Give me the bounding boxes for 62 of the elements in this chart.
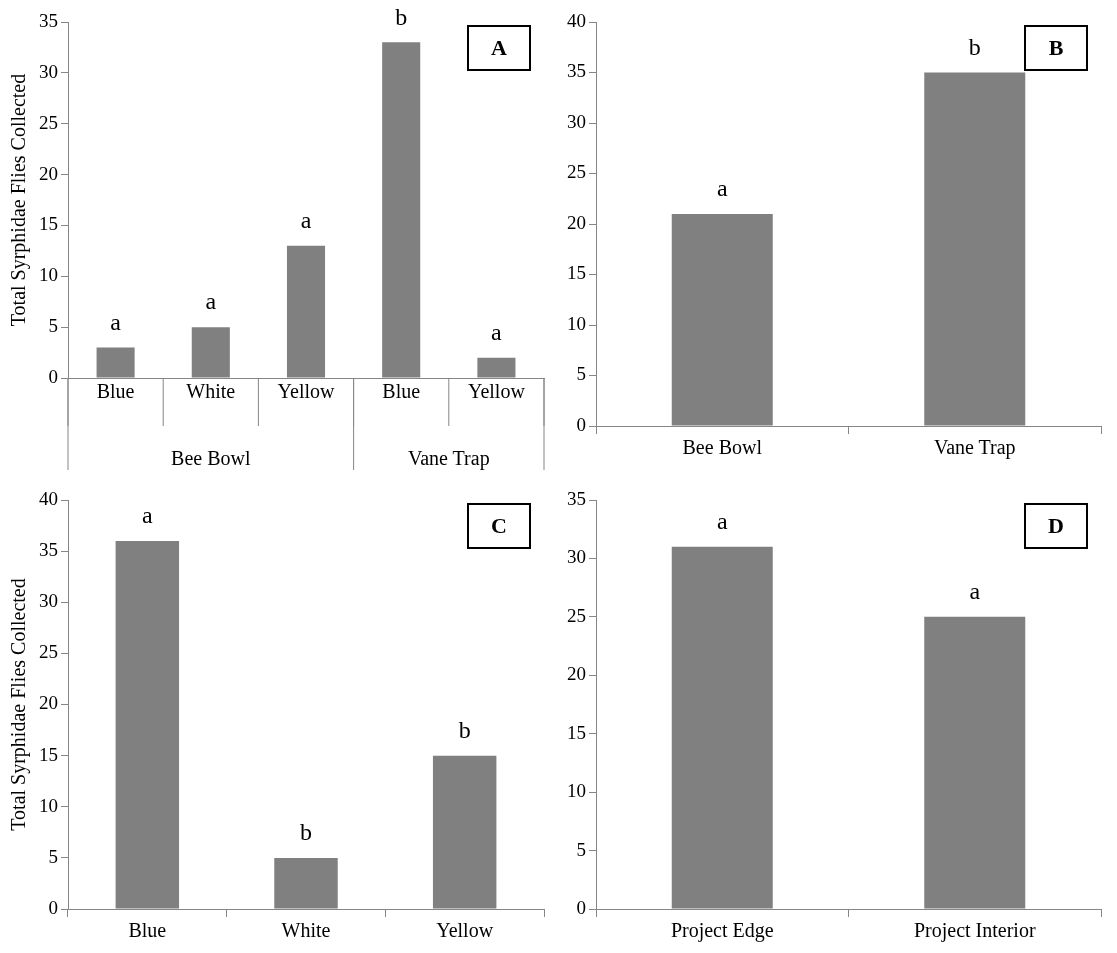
annotation: B bbox=[1048, 34, 1064, 60]
data-label: a bbox=[716, 508, 728, 535]
y-tick-label: 25 bbox=[567, 604, 586, 626]
x-tick-label: Blue bbox=[128, 919, 167, 942]
y-axis-title: Total Syrphidae Flies Collected bbox=[7, 73, 31, 327]
data-label: b bbox=[300, 819, 312, 846]
y-tick-label: 5 bbox=[48, 315, 58, 337]
data-label: a bbox=[300, 207, 312, 234]
y-tick-label: 30 bbox=[567, 110, 586, 132]
y-tick-label: 30 bbox=[39, 590, 58, 612]
y-tick-label: 5 bbox=[576, 363, 586, 385]
y-tick-label: 15 bbox=[39, 743, 58, 765]
y-tick-label: 10 bbox=[567, 780, 586, 802]
data-label: b bbox=[395, 3, 408, 30]
y-tick-label: 25 bbox=[39, 641, 58, 663]
x-tick-label: Project Interior bbox=[913, 919, 1036, 943]
y-tick-label: 5 bbox=[576, 838, 586, 860]
y-tick-label: 25 bbox=[39, 111, 58, 133]
x-tick-label: Yellow bbox=[436, 919, 494, 942]
y-tick-label: 15 bbox=[39, 213, 58, 235]
y-tick-label: 35 bbox=[39, 9, 58, 31]
y-tick-label: 20 bbox=[39, 162, 58, 184]
x-tick-label: Yellow bbox=[277, 380, 335, 403]
data-label: a bbox=[716, 175, 728, 202]
y-tick-label: 15 bbox=[567, 262, 586, 284]
x-tick-label: Project Edge bbox=[670, 919, 774, 943]
x-tick-label: Yellow bbox=[467, 380, 526, 403]
data-label: a bbox=[110, 308, 122, 335]
x-tick-label: White bbox=[281, 919, 331, 942]
y-tick-label: 0 bbox=[576, 413, 586, 435]
y-tick-label: 30 bbox=[39, 60, 58, 82]
annotation: D bbox=[1048, 512, 1064, 538]
y-tick-label: 0 bbox=[48, 896, 58, 918]
y-tick-label: 0 bbox=[48, 365, 58, 387]
y-tick-label: 10 bbox=[39, 264, 58, 286]
y-tick-label: 0 bbox=[576, 896, 586, 918]
data-label: b bbox=[458, 716, 471, 743]
y-tick-label: 20 bbox=[567, 211, 586, 233]
data-label: a bbox=[142, 502, 154, 529]
y-tick-label: 40 bbox=[567, 9, 586, 31]
y-axis-title: Total Syrphidae Flies Collected bbox=[7, 578, 31, 831]
y-tick-label: 35 bbox=[567, 487, 586, 509]
annotation: A bbox=[491, 34, 508, 60]
y-tick-label: 5 bbox=[48, 845, 58, 867]
y-tick-label: 25 bbox=[567, 161, 586, 183]
y-tick-label: 35 bbox=[567, 60, 586, 82]
x-tick-label: Blue bbox=[382, 380, 421, 403]
annotation: C bbox=[491, 512, 507, 538]
y-tick-label: 20 bbox=[567, 663, 586, 685]
y-tick-label: 35 bbox=[39, 539, 58, 561]
y-tick-label: 20 bbox=[39, 692, 58, 714]
data-label: a bbox=[969, 578, 981, 605]
x-tick-label: White bbox=[186, 380, 236, 403]
data-label: a bbox=[491, 318, 503, 345]
data-label: a bbox=[205, 288, 217, 315]
y-tick-label: 10 bbox=[39, 794, 58, 816]
y-tick-label: 30 bbox=[567, 546, 586, 568]
y-tick-label: 40 bbox=[39, 487, 58, 509]
x-tick-label: Blue bbox=[96, 380, 135, 403]
y-tick-label: 10 bbox=[567, 312, 586, 334]
y-tick-label: 15 bbox=[567, 721, 586, 743]
data-label: b bbox=[968, 33, 981, 60]
